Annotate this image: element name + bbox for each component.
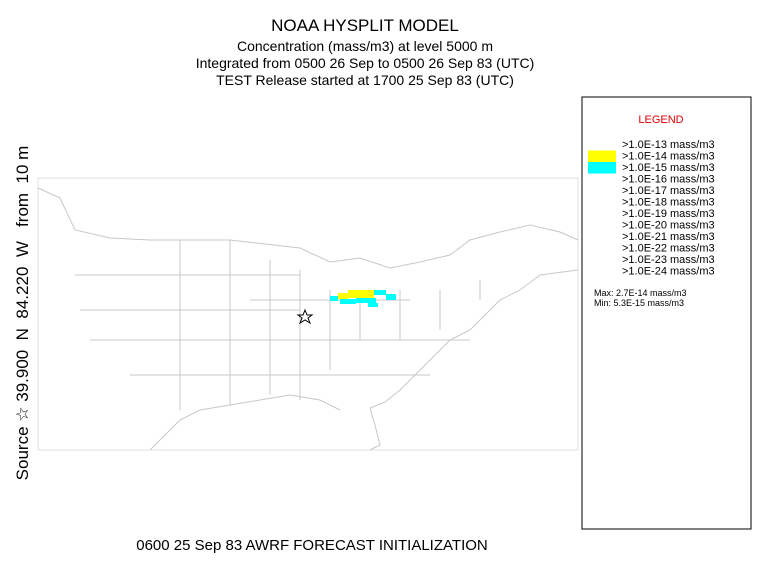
map: [37, 177, 579, 451]
plume-cell: [356, 298, 376, 303]
footer: 0600 25 Sep 83 AWRF FORECAST INITIALIZAT…: [136, 537, 488, 554]
plume-cell: [374, 290, 386, 295]
source-star: [296, 308, 314, 325]
legend-entries: >1.0E-13 mass/m3>1.0E-14 mass/m3>1.0E-15…: [588, 139, 715, 278]
plume-cell: [368, 303, 378, 307]
legend-min: Min: 5.3E-15 mass/m3: [594, 298, 684, 308]
title: NOAA HYSPLIT MODEL: [271, 16, 459, 35]
plume: [330, 290, 396, 307]
plume-cell: [362, 290, 374, 298]
legend-label: >1.0E-20 mass/m3: [622, 220, 715, 232]
legend-label: >1.0E-16 mass/m3: [622, 174, 715, 186]
legend-label: >1.0E-21 mass/m3: [622, 231, 715, 243]
legend-label: >1.0E-17 mass/m3: [622, 185, 715, 197]
map-frame: [37, 177, 579, 451]
source-label: Source ☆ 39.900 N 84.220 W from 10 m: [13, 146, 32, 481]
state-borders: [75, 240, 481, 410]
legend-label: >1.0E-14 mass/m3: [622, 151, 715, 163]
legend-swatch: [588, 162, 616, 174]
plume-cell: [338, 293, 348, 299]
plume-cell: [340, 299, 356, 304]
plume-cell: [386, 294, 396, 300]
plume-cell: [330, 296, 338, 301]
subtitle: TEST Release started at 1700 25 Sep 83 (…: [216, 72, 514, 88]
legend-max: Max: 2.7E-14 mass/m3: [594, 288, 687, 298]
legend-label: >1.0E-13 mass/m3: [622, 139, 715, 151]
plume-cell: [348, 290, 362, 298]
legend-label: >1.0E-19 mass/m3: [622, 208, 715, 220]
legend-label: >1.0E-24 mass/m3: [622, 266, 715, 278]
legend-label: >1.0E-18 mass/m3: [622, 197, 715, 209]
legend-swatch: [588, 150, 616, 162]
subtitle: Integrated from 0500 26 Sep to 0500 26 S…: [196, 55, 535, 71]
legend-box: [581, 96, 752, 530]
legend-label: >1.0E-22 mass/m3: [622, 243, 715, 255]
legend-title: LEGEND: [638, 114, 683, 126]
legend-label: >1.0E-15 mass/m3: [622, 162, 715, 174]
subtitle: Concentration (mass/m3) at level 5000 m: [237, 38, 493, 54]
legend-label: >1.0E-23 mass/m3: [622, 254, 715, 266]
